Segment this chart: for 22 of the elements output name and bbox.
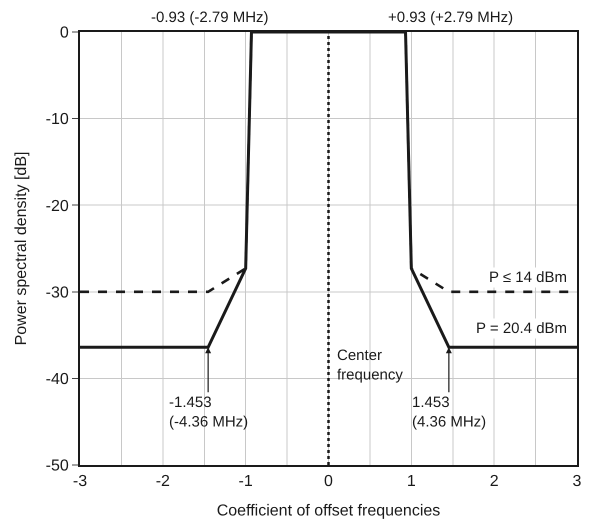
x-axis-title: Coefficient of offset frequencies — [216, 502, 440, 520]
y-tick-label: -30 — [46, 284, 69, 302]
annotation: -1.453 (-4.36 MHz) — [169, 394, 248, 430]
series-label: P ≤ 14 dBm — [489, 269, 567, 286]
x-tick-label: -1 — [238, 473, 253, 490]
x-tick-label: 3 — [572, 473, 582, 490]
ref-line-label: Center frequency — [337, 347, 404, 384]
y-tick-label: -20 — [46, 198, 69, 215]
x-tick-label: -2 — [156, 473, 170, 490]
annotation: -0.93 (-2.79 MHz) — [151, 9, 269, 26]
y-tick-label: -10 — [46, 111, 69, 128]
y-tick-label: 0 — [60, 24, 69, 42]
y-tick-label: -40 — [46, 371, 69, 388]
annotation: +0.93 (+2.79 MHz) — [388, 9, 514, 26]
x-tick-label: -3 — [72, 473, 88, 490]
x-tick-label: 0 — [324, 473, 334, 490]
annotation: 1.453 (4.36 MHz) — [412, 394, 486, 430]
y-tick-label: -50 — [46, 458, 69, 475]
x-tick-label: 2 — [490, 473, 499, 490]
y-axis-title: Power spectral density [dB] — [13, 152, 30, 346]
series-label: P = 20.4 dBm — [476, 320, 568, 337]
x-tick-label: 1 — [406, 473, 416, 490]
